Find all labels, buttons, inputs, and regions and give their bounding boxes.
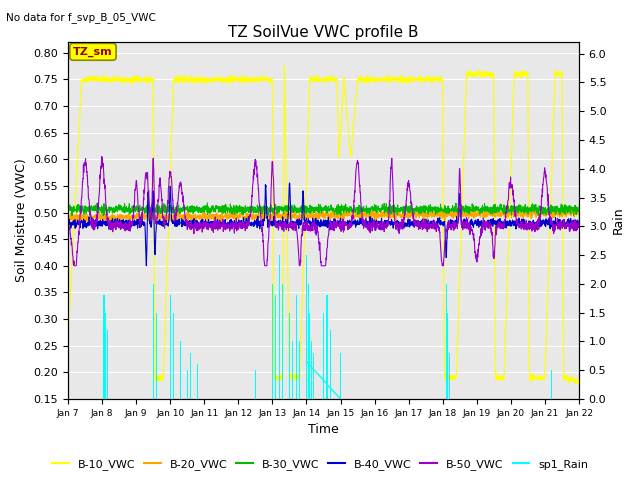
X-axis label: Time: Time: [308, 423, 339, 436]
Y-axis label: Rain: Rain: [612, 207, 625, 234]
Text: No data for f_svp_B_05_VWC: No data for f_svp_B_05_VWC: [6, 12, 156, 23]
Title: TZ SoilVue VWC profile B: TZ SoilVue VWC profile B: [228, 24, 419, 39]
Text: TZ_sm: TZ_sm: [73, 47, 113, 57]
Y-axis label: Soil Moisture (VWC): Soil Moisture (VWC): [15, 159, 28, 282]
Legend: B-10_VWC, B-20_VWC, B-30_VWC, B-40_VWC, B-50_VWC, sp1_Rain: B-10_VWC, B-20_VWC, B-30_VWC, B-40_VWC, …: [47, 455, 593, 474]
